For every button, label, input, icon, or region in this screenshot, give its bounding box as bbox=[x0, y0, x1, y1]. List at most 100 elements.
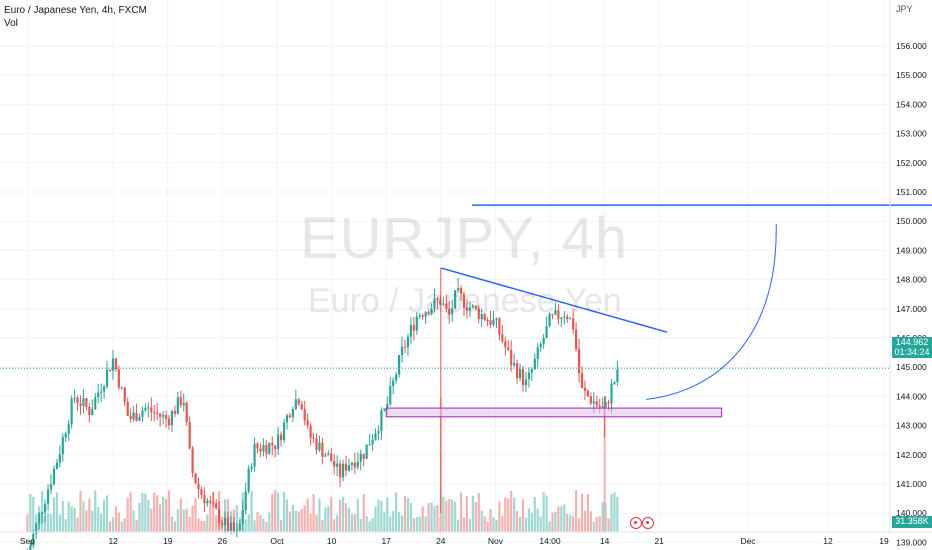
event-icon[interactable] bbox=[642, 517, 654, 529]
volume-bar bbox=[114, 506, 117, 532]
trendline[interactable] bbox=[440, 267, 668, 333]
volume-bar bbox=[575, 490, 578, 532]
price-tick-label: 154.000 bbox=[896, 99, 927, 109]
volume-bar bbox=[347, 507, 351, 532]
volume-bar bbox=[105, 495, 109, 532]
candle bbox=[539, 341, 542, 352]
time-tick-label: 19 bbox=[163, 536, 173, 546]
price-tick-label: 147.000 bbox=[896, 304, 927, 314]
candle bbox=[49, 474, 53, 495]
candle bbox=[318, 435, 321, 453]
volume-bar bbox=[259, 515, 262, 532]
volume-bar bbox=[200, 520, 203, 532]
candle bbox=[271, 436, 274, 456]
candle bbox=[427, 310, 430, 316]
volume-bar bbox=[563, 504, 566, 532]
time-axis[interactable]: Sep 12 19 26 Oct 10 17 24 Nov 14:00 14 21 Dec 12 19 bbox=[0, 531, 932, 546]
candle bbox=[477, 305, 480, 324]
event-icon[interactable] bbox=[630, 517, 642, 529]
price-tick-label: 155.000 bbox=[896, 70, 927, 80]
time-tick-label: 17 bbox=[381, 536, 391, 546]
volume-bar bbox=[545, 495, 548, 532]
candle bbox=[82, 389, 85, 414]
candle bbox=[235, 522, 238, 538]
volume-bar bbox=[610, 493, 613, 532]
volume-bar bbox=[403, 495, 407, 532]
candle bbox=[595, 395, 598, 409]
volume-bar bbox=[312, 494, 315, 532]
volume-bar bbox=[569, 515, 572, 532]
volume-bar bbox=[188, 516, 191, 532]
candle bbox=[339, 459, 342, 487]
volume-bar bbox=[468, 518, 471, 532]
candle bbox=[44, 499, 47, 523]
volume-bar bbox=[55, 492, 58, 532]
volume-bar bbox=[253, 520, 256, 532]
candle bbox=[586, 388, 589, 398]
volume-bar bbox=[400, 515, 404, 532]
legend-volume[interactable]: Vol bbox=[4, 18, 18, 29]
candle bbox=[330, 447, 333, 462]
candle bbox=[191, 446, 194, 478]
candle bbox=[206, 497, 209, 507]
candle bbox=[300, 400, 303, 411]
volume-bar bbox=[336, 514, 339, 532]
candle bbox=[495, 317, 498, 329]
candle bbox=[312, 433, 315, 444]
volume-bar bbox=[592, 521, 595, 532]
candle bbox=[274, 445, 277, 458]
candle bbox=[288, 412, 292, 419]
candle bbox=[454, 290, 457, 310]
volume-bar bbox=[477, 493, 480, 532]
legend-title[interactable]: Euro / Japanese Yen, 4h, FXCM bbox=[4, 5, 147, 16]
candle bbox=[353, 452, 356, 474]
support-zone[interactable] bbox=[385, 407, 723, 418]
candle bbox=[52, 465, 56, 486]
candle bbox=[105, 360, 109, 389]
candle bbox=[400, 336, 404, 363]
candle bbox=[398, 354, 401, 378]
last-price-tag: 144.962 01:34:24 bbox=[892, 337, 932, 358]
volume-bar bbox=[274, 490, 277, 532]
volume-bar bbox=[271, 494, 274, 532]
candle bbox=[303, 400, 306, 426]
volume-bar bbox=[551, 512, 554, 532]
candle bbox=[451, 299, 454, 322]
candle bbox=[223, 511, 227, 534]
volume-bar bbox=[215, 515, 218, 532]
volume-bar bbox=[613, 492, 616, 532]
volume-bar bbox=[79, 491, 82, 532]
candle bbox=[226, 511, 230, 533]
volume-bar bbox=[560, 506, 563, 532]
candle bbox=[58, 445, 61, 468]
volume-bar bbox=[277, 492, 280, 532]
candle bbox=[100, 383, 103, 402]
candle bbox=[572, 308, 575, 335]
projection-curve[interactable] bbox=[646, 224, 777, 400]
candle bbox=[501, 325, 504, 344]
candle bbox=[147, 402, 150, 418]
candle bbox=[64, 431, 67, 443]
candle bbox=[430, 303, 433, 316]
price-axis[interactable]: 156.000 155.000 154.000 153.000 152.000 151.0… bbox=[889, 0, 927, 547]
volume-bar bbox=[29, 493, 32, 532]
volume-bar bbox=[524, 517, 528, 532]
volume-bar bbox=[120, 521, 123, 532]
candle bbox=[132, 406, 135, 422]
volume-bar bbox=[247, 514, 250, 532]
volume-bar bbox=[395, 492, 398, 532]
candle bbox=[250, 463, 253, 473]
drawings[interactable] bbox=[385, 204, 932, 418]
candle bbox=[483, 312, 486, 322]
last-volume-tag: 31.358K bbox=[892, 516, 932, 528]
candle bbox=[530, 367, 533, 382]
volume-bar bbox=[294, 510, 297, 532]
candle bbox=[114, 357, 117, 373]
volume-bar bbox=[46, 513, 50, 532]
candle bbox=[489, 310, 492, 329]
volume-bar bbox=[459, 492, 463, 532]
volume-bar bbox=[132, 510, 135, 532]
time-tick-label: Oct bbox=[270, 536, 284, 546]
volume-bar bbox=[164, 498, 168, 532]
